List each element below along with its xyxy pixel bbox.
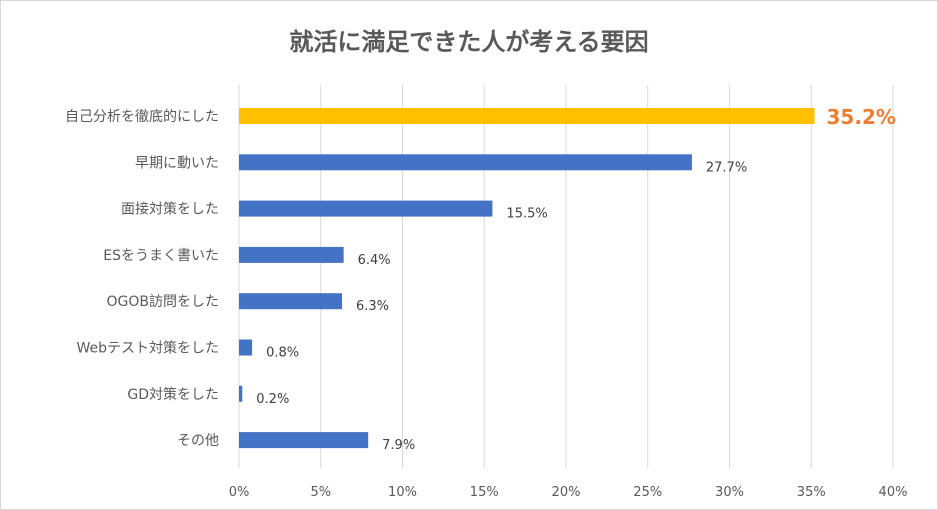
data-label: 6.3% [356, 299, 389, 314]
data-label: 7.9% [382, 438, 415, 453]
category-label: 早期に動いた [135, 155, 219, 171]
bar [239, 385, 243, 402]
x-tick-label: 35% [797, 485, 826, 500]
data-label: 35.2% [827, 105, 896, 129]
bar [239, 154, 692, 171]
data-label: 0.2% [256, 392, 289, 407]
bar [239, 200, 493, 217]
data-label: 0.8% [266, 346, 299, 361]
bar [239, 339, 253, 356]
bar [239, 246, 344, 263]
data-label: 15.5% [506, 207, 547, 222]
data-label: 6.4% [358, 253, 391, 268]
category-label: 自己分析を徹底的にした [65, 109, 219, 125]
category-label: OGOB訪問をした [107, 294, 220, 310]
x-tick-label: 15% [470, 485, 499, 500]
category-label: その他 [177, 433, 219, 449]
x-tick-label: 40% [879, 485, 908, 500]
x-tick-label: 10% [388, 485, 417, 500]
category-label: Webテスト対策をした [76, 340, 219, 357]
data-label: 27.7% [706, 160, 747, 175]
x-tick-label: 30% [715, 485, 744, 500]
category-label: ESをうまく書いた [103, 248, 219, 264]
x-tick-label: 5% [310, 485, 331, 500]
category-label: GD対策をした [127, 386, 219, 403]
x-tick-label: 20% [552, 485, 581, 500]
chart-title: 就活に満足できた人が考える要因 [289, 28, 649, 56]
category-label: 面接対策をした [121, 201, 219, 218]
x-tick-label: 0% [229, 485, 250, 500]
bar [239, 293, 343, 310]
bar [239, 108, 815, 124]
bar [239, 432, 369, 449]
x-tick-label: 25% [633, 485, 662, 500]
